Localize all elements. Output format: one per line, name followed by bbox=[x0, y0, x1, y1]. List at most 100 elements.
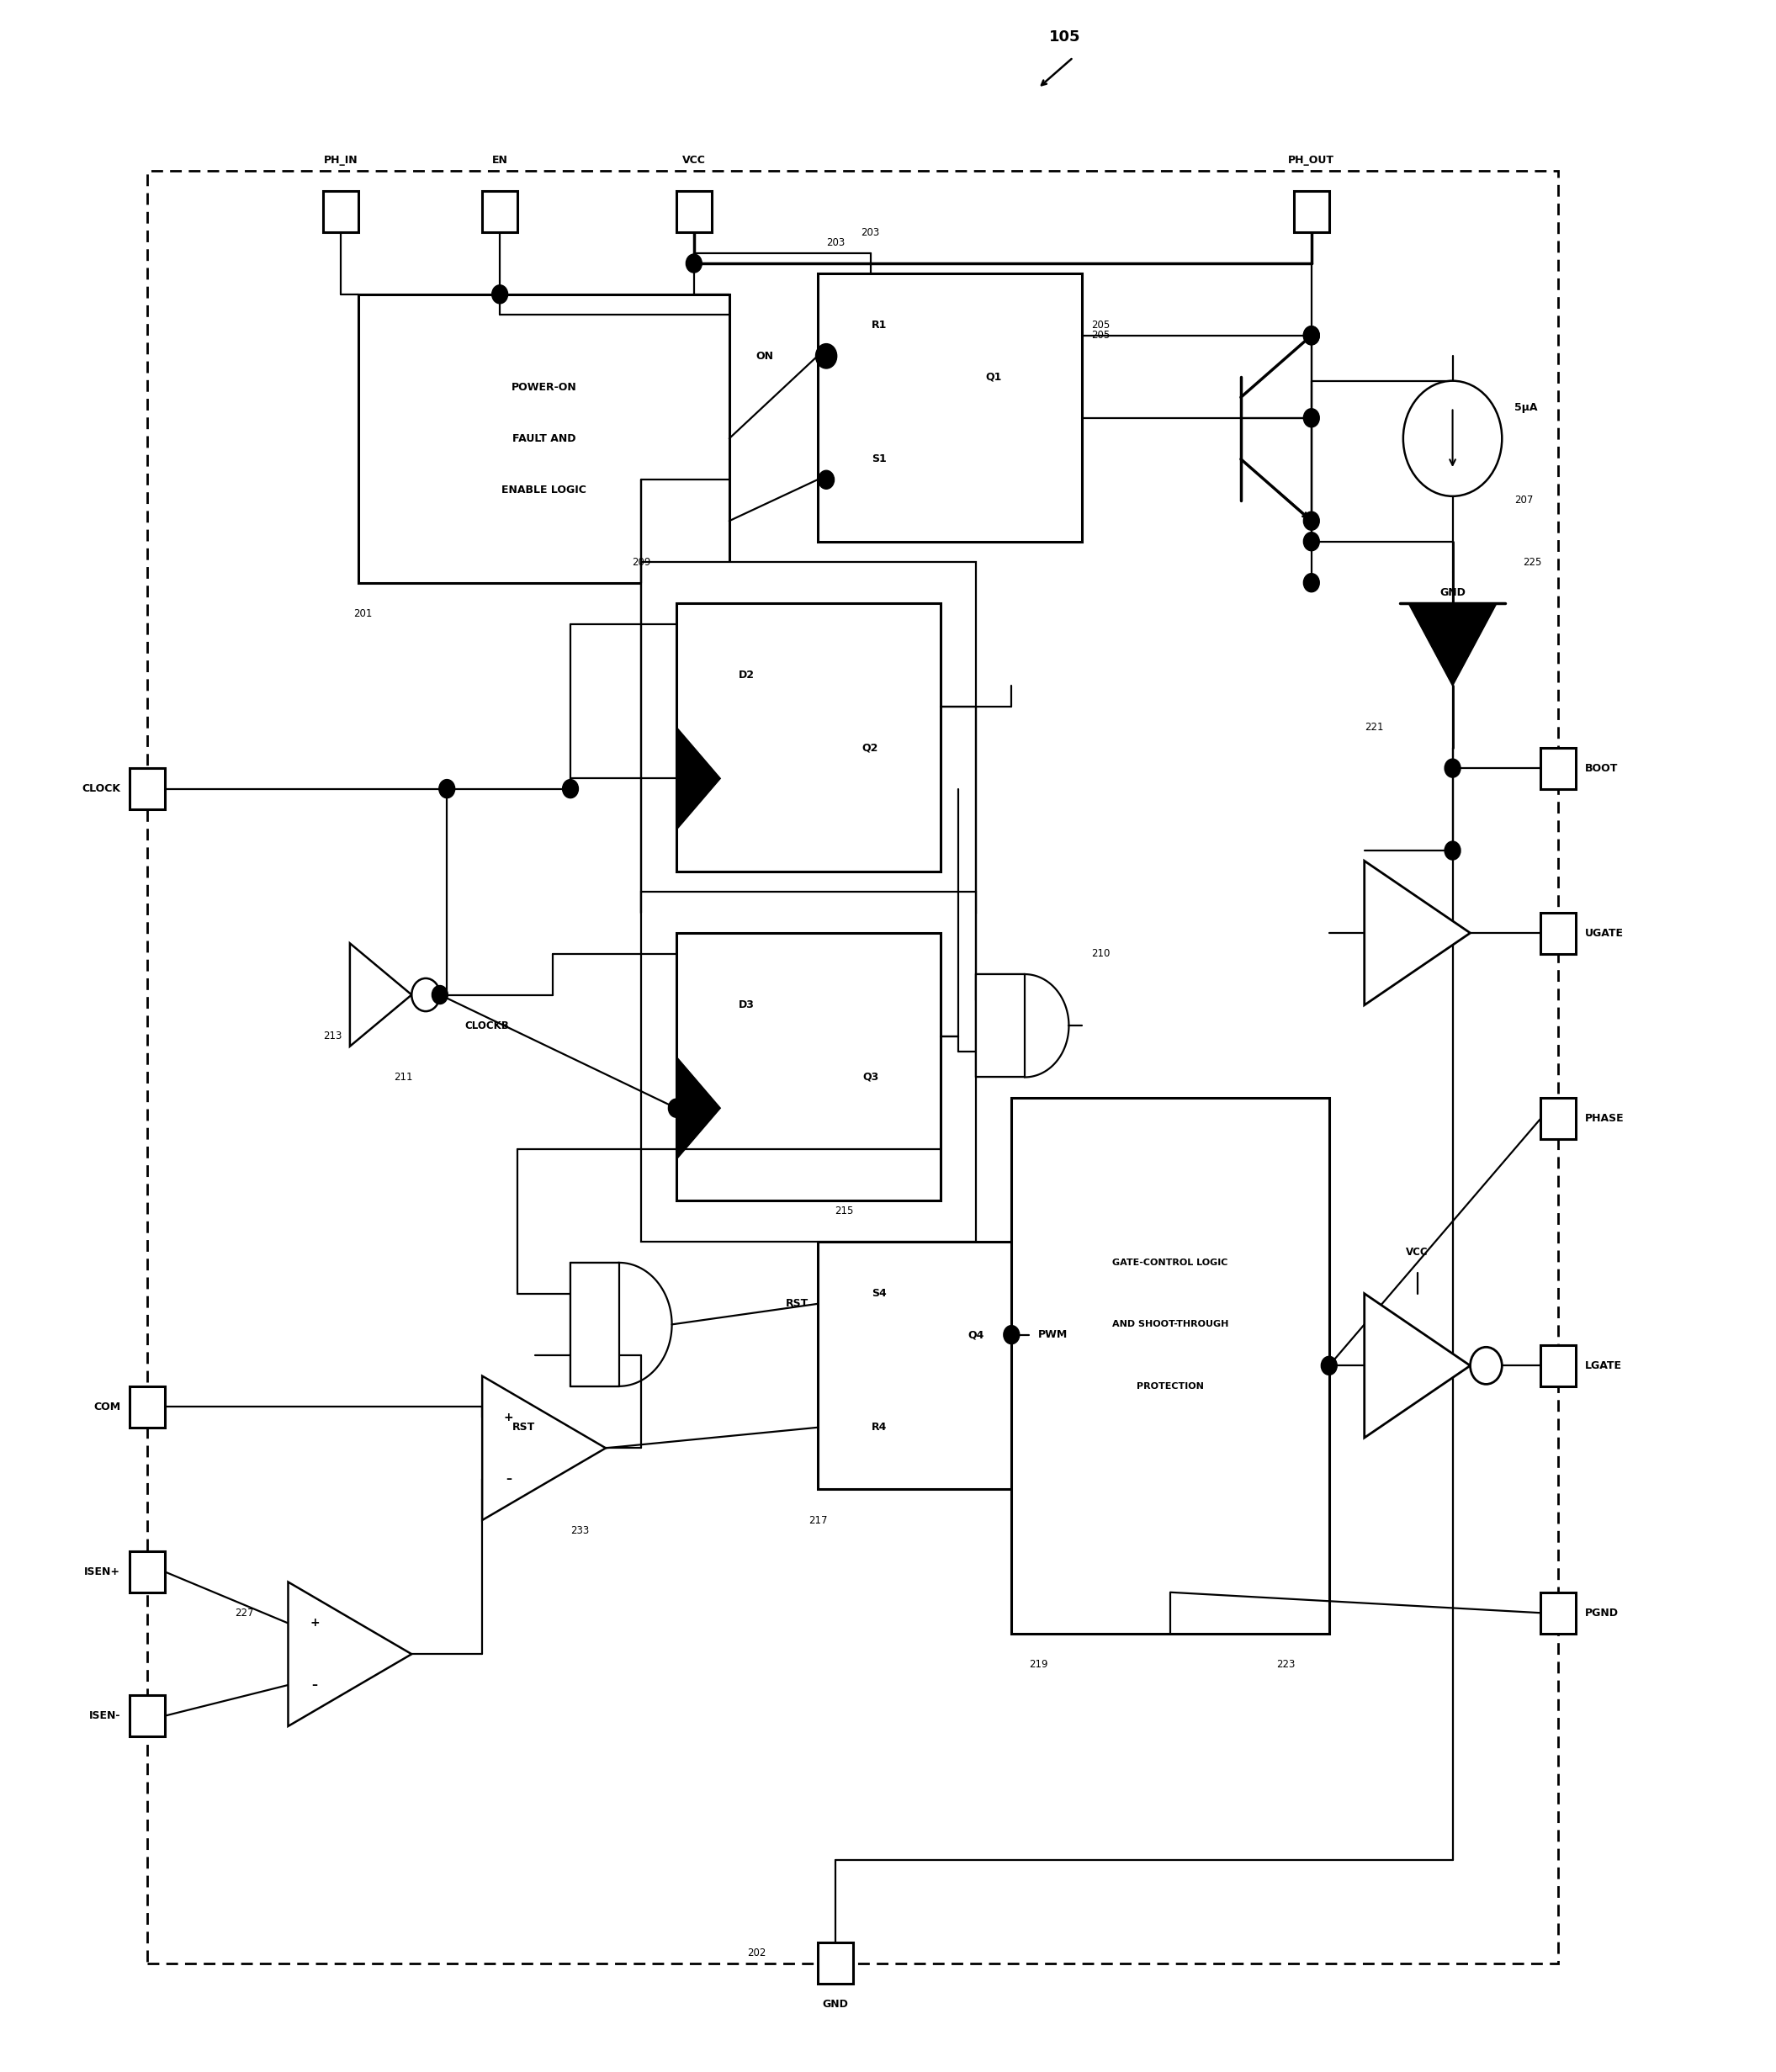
Circle shape bbox=[1304, 325, 1320, 344]
Text: VCC: VCC bbox=[1407, 1247, 1428, 1258]
Circle shape bbox=[1321, 1357, 1337, 1376]
Circle shape bbox=[819, 470, 835, 489]
Circle shape bbox=[492, 286, 508, 305]
Circle shape bbox=[668, 1098, 684, 1117]
Circle shape bbox=[1304, 574, 1320, 593]
Bar bbox=[1542, 1591, 1575, 1633]
Bar bbox=[1542, 912, 1575, 953]
Bar bbox=[130, 1552, 165, 1591]
Bar bbox=[483, 191, 517, 232]
Text: AND SHOOT-THROUGH: AND SHOOT-THROUGH bbox=[1112, 1320, 1229, 1328]
Polygon shape bbox=[288, 1583, 412, 1726]
Circle shape bbox=[819, 346, 835, 365]
Text: ON: ON bbox=[755, 350, 773, 361]
Text: ISEN-: ISEN- bbox=[89, 1711, 121, 1722]
Bar bbox=[359, 294, 730, 582]
Circle shape bbox=[412, 978, 440, 1011]
Text: R4: R4 bbox=[872, 1421, 886, 1434]
Text: PH_IN: PH_IN bbox=[323, 155, 359, 166]
Text: Q2: Q2 bbox=[861, 742, 879, 752]
Text: PWM: PWM bbox=[1037, 1330, 1067, 1341]
Text: 211: 211 bbox=[394, 1071, 414, 1084]
Text: ENABLE LOGIC: ENABLE LOGIC bbox=[501, 485, 586, 495]
Text: FAULT AND: FAULT AND bbox=[511, 433, 575, 443]
Polygon shape bbox=[483, 1376, 606, 1521]
Polygon shape bbox=[620, 1262, 671, 1386]
Text: 227: 227 bbox=[234, 1608, 254, 1618]
Circle shape bbox=[563, 779, 579, 798]
Text: +: + bbox=[504, 1411, 513, 1423]
Text: –: – bbox=[311, 1678, 318, 1691]
Bar bbox=[817, 1944, 852, 1983]
Text: ISEN+: ISEN+ bbox=[83, 1566, 121, 1577]
Bar bbox=[977, 974, 1025, 1077]
Polygon shape bbox=[1364, 1293, 1471, 1438]
Text: 213: 213 bbox=[323, 1030, 343, 1042]
Text: UGATE: UGATE bbox=[1584, 928, 1623, 939]
Circle shape bbox=[1444, 758, 1460, 777]
Text: R1: R1 bbox=[872, 319, 886, 332]
Circle shape bbox=[1444, 841, 1460, 860]
Polygon shape bbox=[677, 1057, 721, 1160]
Bar bbox=[130, 1695, 165, 1736]
Circle shape bbox=[1304, 533, 1320, 551]
Text: +: + bbox=[309, 1618, 320, 1629]
Bar bbox=[677, 603, 941, 870]
Text: 207: 207 bbox=[1515, 495, 1533, 506]
Text: 233: 233 bbox=[570, 1525, 590, 1535]
Text: Q1: Q1 bbox=[986, 371, 1002, 381]
Text: RST: RST bbox=[511, 1421, 535, 1434]
Circle shape bbox=[439, 779, 455, 798]
Text: RST: RST bbox=[785, 1299, 808, 1310]
Text: GND: GND bbox=[1440, 588, 1465, 599]
Bar bbox=[817, 274, 1082, 541]
Circle shape bbox=[432, 986, 448, 1005]
Text: CLOCKB: CLOCKB bbox=[465, 1019, 510, 1032]
Polygon shape bbox=[1025, 974, 1069, 1077]
Text: 223: 223 bbox=[1277, 1660, 1295, 1670]
Text: CLOCK: CLOCK bbox=[82, 783, 121, 794]
Polygon shape bbox=[1408, 603, 1497, 686]
Text: 219: 219 bbox=[1028, 1660, 1048, 1670]
Text: BOOT: BOOT bbox=[1584, 762, 1618, 773]
Text: D2: D2 bbox=[739, 669, 755, 682]
Bar bbox=[677, 191, 712, 232]
Text: 225: 225 bbox=[1524, 557, 1542, 568]
Bar bbox=[1012, 1098, 1328, 1633]
Polygon shape bbox=[677, 727, 721, 831]
Text: 203: 203 bbox=[826, 238, 845, 249]
Circle shape bbox=[1403, 381, 1502, 495]
Text: PHASE: PHASE bbox=[1584, 1113, 1623, 1123]
Text: GND: GND bbox=[822, 1999, 849, 2010]
Circle shape bbox=[1304, 325, 1320, 344]
Bar bbox=[1293, 191, 1328, 232]
Text: S4: S4 bbox=[872, 1289, 886, 1299]
Text: 221: 221 bbox=[1364, 721, 1384, 731]
Text: POWER-ON: POWER-ON bbox=[511, 381, 577, 392]
Text: 202: 202 bbox=[748, 1948, 765, 1958]
Bar bbox=[1542, 1098, 1575, 1140]
Text: Q4: Q4 bbox=[968, 1330, 984, 1341]
Text: GATE-CONTROL LOGIC: GATE-CONTROL LOGIC bbox=[1112, 1258, 1227, 1266]
Text: COM: COM bbox=[94, 1401, 121, 1413]
Text: 215: 215 bbox=[835, 1206, 854, 1216]
Bar bbox=[570, 1262, 620, 1386]
Text: 217: 217 bbox=[808, 1515, 828, 1525]
Circle shape bbox=[815, 344, 836, 369]
Text: 210: 210 bbox=[1090, 949, 1110, 959]
Text: PGND: PGND bbox=[1584, 1608, 1618, 1618]
Circle shape bbox=[686, 255, 702, 274]
Text: 205: 205 bbox=[1090, 329, 1110, 342]
Text: LGATE: LGATE bbox=[1584, 1359, 1621, 1372]
Text: 209: 209 bbox=[632, 557, 652, 568]
Polygon shape bbox=[1364, 860, 1471, 1005]
Text: PROTECTION: PROTECTION bbox=[1137, 1382, 1204, 1390]
Circle shape bbox=[1304, 512, 1320, 530]
Text: EN: EN bbox=[492, 155, 508, 166]
Text: S1: S1 bbox=[872, 454, 886, 464]
Polygon shape bbox=[350, 943, 412, 1046]
Bar bbox=[1542, 748, 1575, 789]
Bar bbox=[130, 1386, 165, 1428]
Circle shape bbox=[1304, 408, 1320, 427]
Bar bbox=[147, 170, 1558, 1962]
